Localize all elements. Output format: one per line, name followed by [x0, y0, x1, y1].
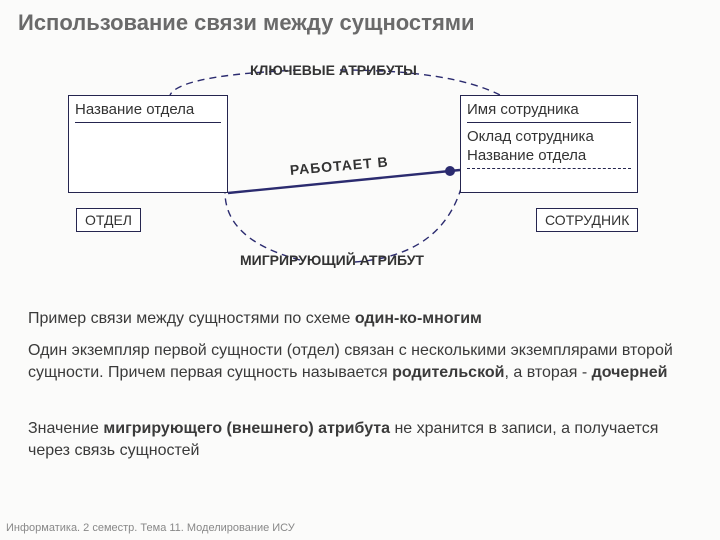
- entity-label-employee: СОТРУДНИК: [536, 208, 638, 232]
- entity-label-text: ОТДЕЛ: [85, 212, 132, 228]
- attr-key: Название отдела: [75, 100, 221, 120]
- relationship-line: [228, 170, 460, 193]
- text: Значение: [28, 420, 103, 437]
- relationship-endpoint-dot: [445, 166, 455, 176]
- label-key-attributes: КЛЮЧЕВЫЕ АТРИБУТЫ: [250, 62, 417, 78]
- text-bold: один-ко-многим: [355, 310, 482, 327]
- entity-label-department: ОТДЕЛ: [76, 208, 141, 232]
- er-diagram: Название отдела ОТДЕЛ Имя сотрудника Окл…: [0, 50, 720, 300]
- footer-text: Информатика. 2 семестр. Тема 11. Моделир…: [6, 522, 295, 534]
- dash-mig-right: [355, 172, 465, 262]
- paragraph-2: Один экземпляр первой сущности (отдел) с…: [28, 340, 692, 383]
- key-divider: [75, 122, 221, 123]
- text-bold: дочерней: [592, 364, 668, 381]
- page-title: Использование связи между сущностями: [18, 10, 475, 36]
- attr-migrating: Название отдела: [467, 146, 631, 166]
- slide: Использование связи между сущностями Наз…: [0, 0, 720, 540]
- text: , а вторая -: [504, 364, 591, 381]
- attr-key: Имя сотрудника: [467, 100, 631, 120]
- label-relationship: РАБОТАЕТ В: [289, 153, 389, 178]
- entity-box-department: Название отдела: [68, 95, 228, 193]
- label-migrating-attribute: МИГРИРУЮЩИЙ АТРИБУТ: [240, 252, 424, 268]
- dash-divider: [467, 168, 631, 169]
- key-divider: [467, 122, 631, 123]
- paragraph-1: Пример связи между сущностями по схеме о…: [28, 308, 692, 330]
- entity-label-text: СОТРУДНИК: [545, 212, 629, 228]
- text: Пример связи между сущностями по схеме: [28, 310, 355, 327]
- dash-mig-left: [225, 192, 300, 260]
- paragraph-3: Значение мигрирующего (внешнего) атрибут…: [28, 418, 692, 461]
- entity-box-employee: Имя сотрудника Оклад сотрудника Название…: [460, 95, 638, 193]
- attr: Оклад сотрудника: [467, 127, 631, 147]
- text-bold: мигрирующего (внешнего) атрибута: [103, 420, 390, 437]
- text-bold: родительской: [392, 364, 504, 381]
